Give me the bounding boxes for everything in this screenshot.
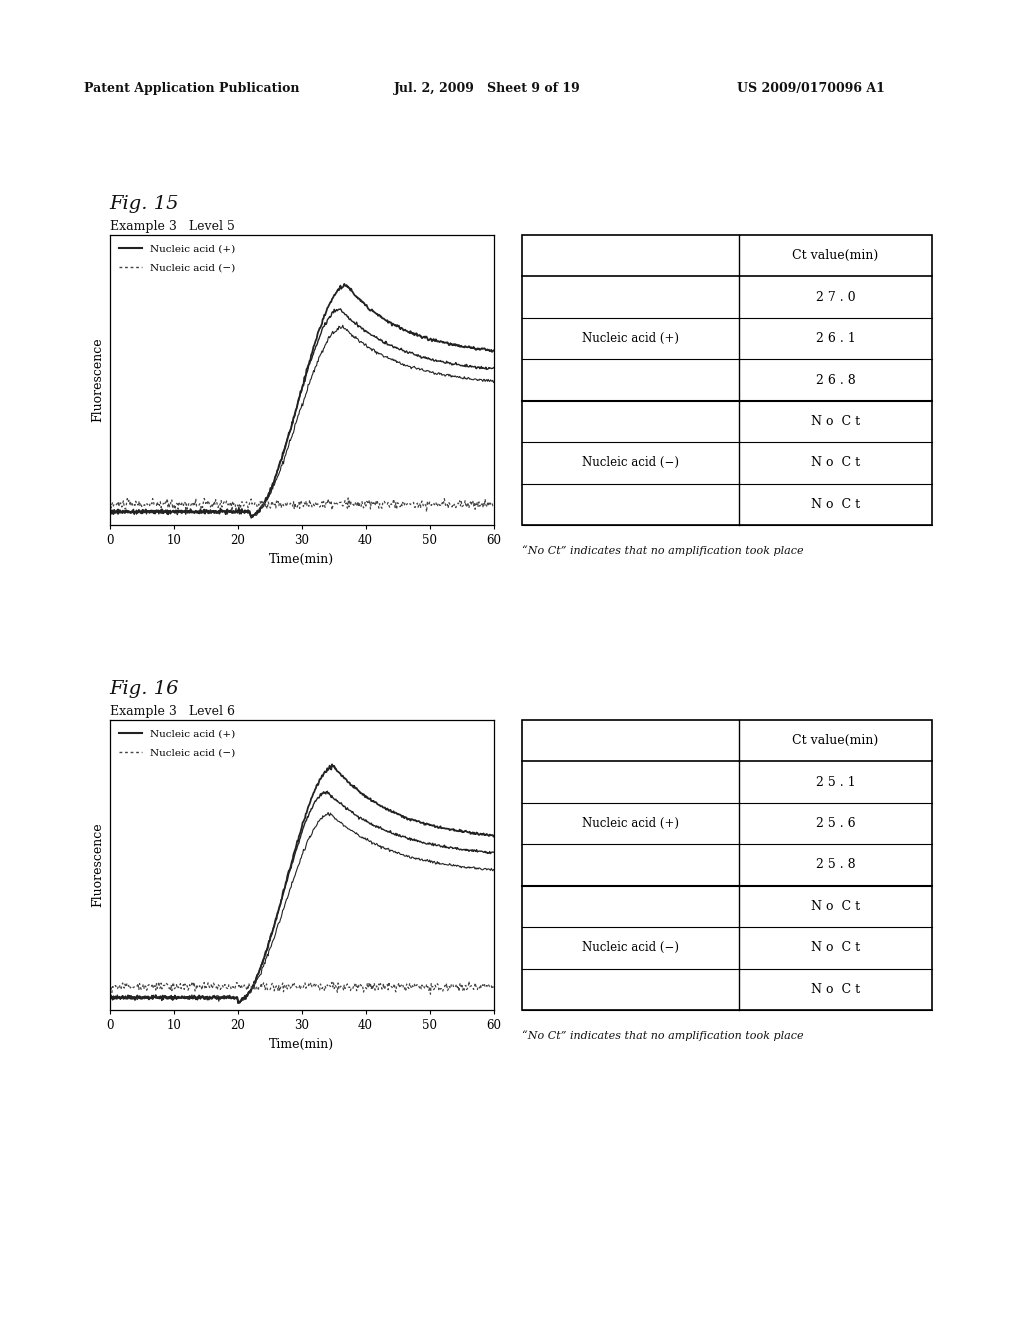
Text: Nucleic acid (−): Nucleic acid (−) (583, 457, 679, 470)
Text: 2 6 . 1: 2 6 . 1 (816, 333, 855, 345)
Text: 2 5 . 1: 2 5 . 1 (816, 776, 855, 788)
Text: Fig. 16: Fig. 16 (110, 680, 179, 698)
Text: 2 5 . 6: 2 5 . 6 (816, 817, 855, 830)
Text: Jul. 2, 2009   Sheet 9 of 19: Jul. 2, 2009 Sheet 9 of 19 (394, 82, 581, 95)
Text: “No Ct” indicates that no amplification took place: “No Ct” indicates that no amplification … (522, 545, 804, 556)
X-axis label: Time(min): Time(min) (269, 1038, 334, 1051)
Text: Example 3   Level 6: Example 3 Level 6 (110, 705, 234, 718)
Text: 2 7 . 0: 2 7 . 0 (816, 290, 855, 304)
Text: Patent Application Publication: Patent Application Publication (84, 82, 299, 95)
Text: Nucleic acid (−): Nucleic acid (−) (583, 941, 679, 954)
Text: Nucleic acid (+): Nucleic acid (+) (583, 817, 679, 830)
Y-axis label: Fluorescence: Fluorescence (91, 822, 104, 907)
Text: 2 6 . 8: 2 6 . 8 (816, 374, 855, 387)
Text: N o  C t: N o C t (811, 900, 860, 913)
Y-axis label: Fluorescence: Fluorescence (91, 338, 104, 422)
Text: 2 5 . 8: 2 5 . 8 (816, 858, 855, 871)
Text: N o  C t: N o C t (811, 983, 860, 995)
Text: N o  C t: N o C t (811, 498, 860, 511)
Text: N o  C t: N o C t (811, 457, 860, 470)
Text: Fig. 15: Fig. 15 (110, 195, 179, 213)
Text: Ct value(min): Ct value(min) (793, 734, 879, 747)
X-axis label: Time(min): Time(min) (269, 553, 334, 565)
Text: N o  C t: N o C t (811, 414, 860, 428)
Legend: Nucleic acid (+), Nucleic acid (−): Nucleic acid (+), Nucleic acid (−) (115, 240, 240, 276)
Text: US 2009/0170096 A1: US 2009/0170096 A1 (737, 82, 885, 95)
Text: Example 3   Level 5: Example 3 Level 5 (110, 220, 234, 234)
Text: “No Ct” indicates that no amplification took place: “No Ct” indicates that no amplification … (522, 1030, 804, 1040)
Legend: Nucleic acid (+), Nucleic acid (−): Nucleic acid (+), Nucleic acid (−) (115, 725, 240, 762)
Text: Nucleic acid (+): Nucleic acid (+) (583, 333, 679, 345)
Text: Ct value(min): Ct value(min) (793, 249, 879, 263)
Text: N o  C t: N o C t (811, 941, 860, 954)
